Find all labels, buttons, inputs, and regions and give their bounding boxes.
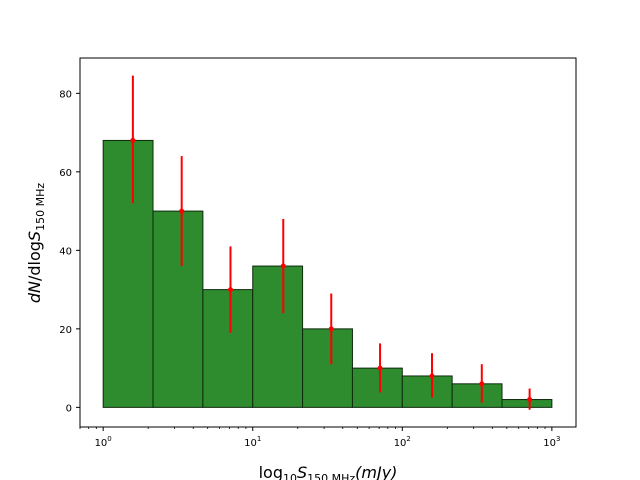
y-tick-label-4: 80	[59, 89, 72, 100]
data-point-3	[227, 287, 233, 293]
data-point-4	[280, 263, 286, 269]
histogram-bar-4	[252, 265, 304, 408]
x-axis-ticks: 100 101 102 103	[79, 427, 560, 449]
histogram-bar-6	[351, 367, 403, 408]
bars-group	[102, 139, 553, 408]
data-point-1	[130, 137, 136, 143]
data-point-2	[179, 208, 185, 214]
histogram-bar-3	[202, 289, 254, 408]
data-point-7	[429, 373, 435, 379]
x-tick-label-2: 102	[394, 435, 411, 449]
y-axis-ticks: 0 20 40 60 80	[59, 89, 80, 414]
error-bars-group	[130, 75, 533, 410]
y-axis-label: dN/dlogS150 MHz	[25, 183, 47, 303]
data-point-6	[377, 365, 383, 371]
y-tick-label-1: 20	[59, 325, 72, 336]
x-axis-label: log10S150 MHz(mJy)	[259, 463, 398, 480]
histogram-bar-9	[501, 399, 553, 408]
histogram-bar-1	[102, 139, 154, 408]
histogram-bar-8	[451, 383, 503, 408]
x-tick-label-0: 100	[95, 435, 112, 449]
plot-frame	[79, 57, 577, 428]
histogram-bar-5	[302, 328, 353, 408]
x-tick-label-1: 101	[244, 435, 261, 449]
data-point-9	[527, 397, 533, 403]
histogram-bar-7	[401, 375, 453, 408]
histogram-bar-2	[152, 210, 204, 408]
data-point-8	[479, 381, 485, 387]
data-point-5	[328, 326, 334, 332]
y-tick-label-0: 0	[66, 403, 72, 414]
y-tick-label-3: 60	[59, 168, 72, 179]
x-tick-label-3: 103	[543, 435, 560, 449]
y-tick-label-2: 40	[59, 246, 72, 257]
